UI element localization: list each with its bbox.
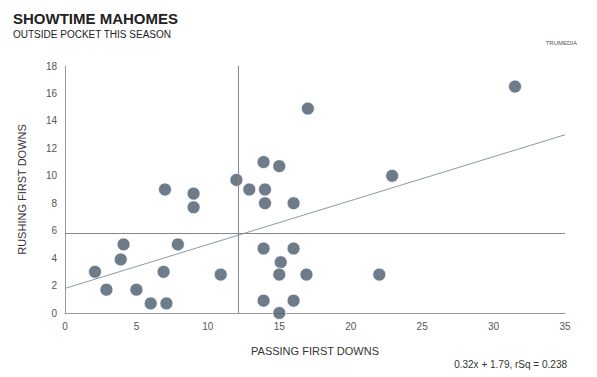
svg-text:12: 12 — [46, 143, 58, 154]
svg-text:0: 0 — [51, 308, 57, 319]
svg-text:10: 10 — [46, 170, 58, 181]
svg-text:35: 35 — [559, 321, 571, 332]
svg-text:20: 20 — [345, 321, 357, 332]
svg-text:PASSING FIRST DOWNS: PASSING FIRST DOWNS — [251, 345, 379, 357]
svg-text:0: 0 — [62, 321, 68, 332]
svg-text:25: 25 — [417, 321, 429, 332]
svg-text:4: 4 — [51, 253, 57, 264]
svg-text:6: 6 — [51, 225, 57, 236]
svg-text:0.32x + 1.79, rSq = 0.238: 0.32x + 1.79, rSq = 0.238 — [454, 359, 567, 370]
svg-text:18: 18 — [46, 61, 58, 72]
svg-text:2: 2 — [51, 280, 57, 291]
svg-text:TRUMEDIA: TRUMEDIA — [546, 40, 577, 46]
svg-text:RUSHING FIRST DOWNS: RUSHING FIRST DOWNS — [16, 124, 28, 255]
svg-text:5: 5 — [134, 321, 140, 332]
svg-text:SHOWTIME MAHOMES: SHOWTIME MAHOMES — [13, 10, 178, 27]
svg-text:OUTSIDE POCKET THIS SEASON: OUTSIDE POCKET THIS SEASON — [13, 29, 171, 40]
svg-text:14: 14 — [46, 115, 58, 126]
svg-text:16: 16 — [46, 88, 58, 99]
svg-text:10: 10 — [202, 321, 214, 332]
svg-text:30: 30 — [488, 321, 500, 332]
svg-text:8: 8 — [51, 198, 57, 209]
svg-text:15: 15 — [274, 321, 286, 332]
